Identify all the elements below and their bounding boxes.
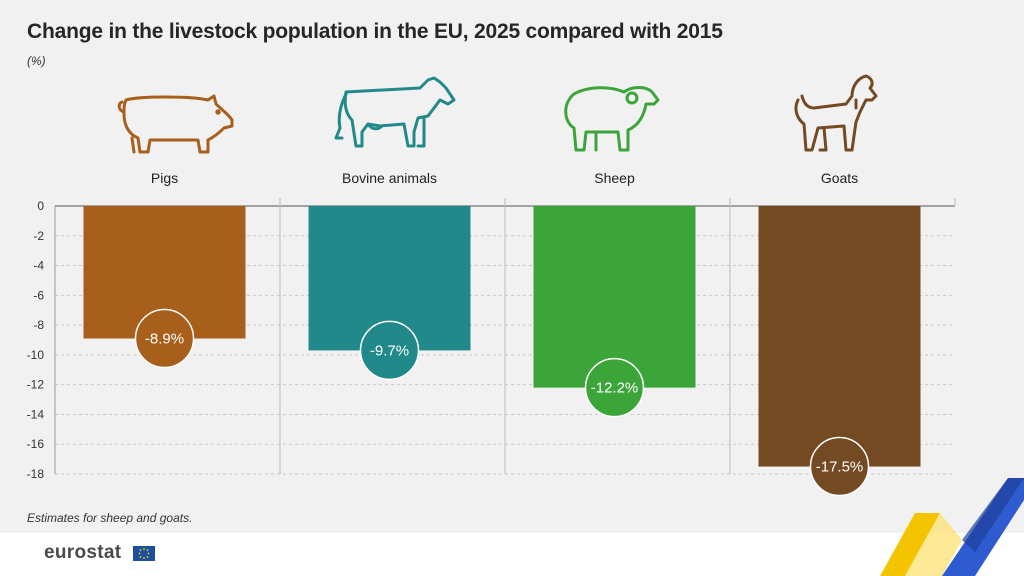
bar-sheep (533, 206, 696, 388)
data-label: -12.2% (591, 380, 639, 397)
category-label: Goats (821, 170, 858, 186)
bars (83, 206, 921, 467)
bar-goats (758, 206, 921, 467)
y-tick-label: -2 (33, 229, 44, 243)
labels: 0 -2 -4 -6 -8 -10 -12 -14 -16 -18 -8.9% Pigs -9.7% Bo… (27, 170, 870, 497)
eurostat-logo: eurostat (44, 542, 122, 563)
eu-flag-icon (133, 546, 155, 561)
y-tick-label: 0 (37, 199, 44, 213)
y-tick-label: -8 (33, 318, 44, 332)
animal-icons (117, 74, 878, 154)
y-tick-label: -12 (27, 378, 45, 392)
data-label: -17.5% (816, 459, 864, 476)
value-bubble (359, 320, 420, 381)
category-label: Pigs (151, 170, 178, 186)
y-tick-label: -16 (27, 437, 45, 451)
y-tick-label: -18 (27, 467, 45, 481)
value-bubble (134, 308, 195, 369)
y-tick-label: -6 (33, 288, 44, 302)
cow-icon (334, 76, 456, 148)
footnote: Estimates for sheep and goats. (27, 511, 193, 525)
value-bubble (584, 357, 645, 418)
category-label: Bovine animals (342, 170, 437, 186)
value-bubble (809, 436, 870, 497)
data-label: -9.7% (370, 342, 409, 359)
y-tick-label: -14 (27, 407, 45, 421)
goat-icon (794, 74, 878, 152)
sheep-icon (564, 86, 660, 152)
data-label: -8.9% (145, 331, 184, 348)
y-tick-label: -10 (27, 348, 45, 362)
footer-bar (0, 533, 1024, 576)
y-tick-label: -4 (33, 259, 44, 273)
category-label: Sheep (594, 170, 635, 186)
unit-label: (%) (27, 54, 46, 68)
chart-title: Change in the livestock population in th… (27, 20, 723, 43)
pig-icon (117, 94, 234, 154)
